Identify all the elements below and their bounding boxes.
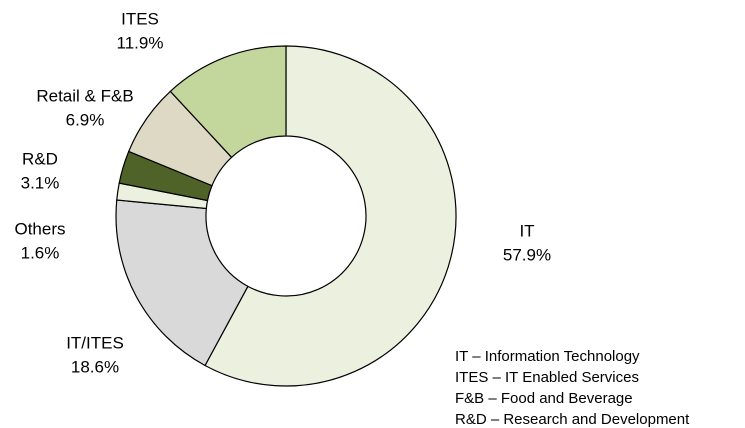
segment-label: IT <box>519 221 534 240</box>
segment-value-label: 3.1% <box>21 173 60 192</box>
segment-value-label: 57.9% <box>503 245 551 264</box>
footnote: ITES – IT Enabled Services <box>455 369 639 386</box>
footnote: R&D – Research and Development <box>455 411 690 428</box>
segment-value-label: 11.9% <box>117 33 164 52</box>
footnote: IT – Information Technology <box>455 348 640 365</box>
segment-value-label: 6.9% <box>66 110 105 129</box>
segment-label: ITES <box>121 9 159 28</box>
donut-segment <box>115 199 249 367</box>
donut-segment <box>204 45 457 387</box>
segment-value-label: 18.6% <box>71 357 119 376</box>
segment-label: Others <box>14 219 65 238</box>
segment-label: Retail & F&B <box>36 86 133 105</box>
footnote: F&B – Food and Beverage <box>455 390 633 407</box>
segment-label: IT/ITES <box>66 333 124 352</box>
donut-segment <box>169 45 287 159</box>
segment-label: R&D <box>22 149 58 168</box>
segment-value-label: 1.6% <box>21 243 60 262</box>
